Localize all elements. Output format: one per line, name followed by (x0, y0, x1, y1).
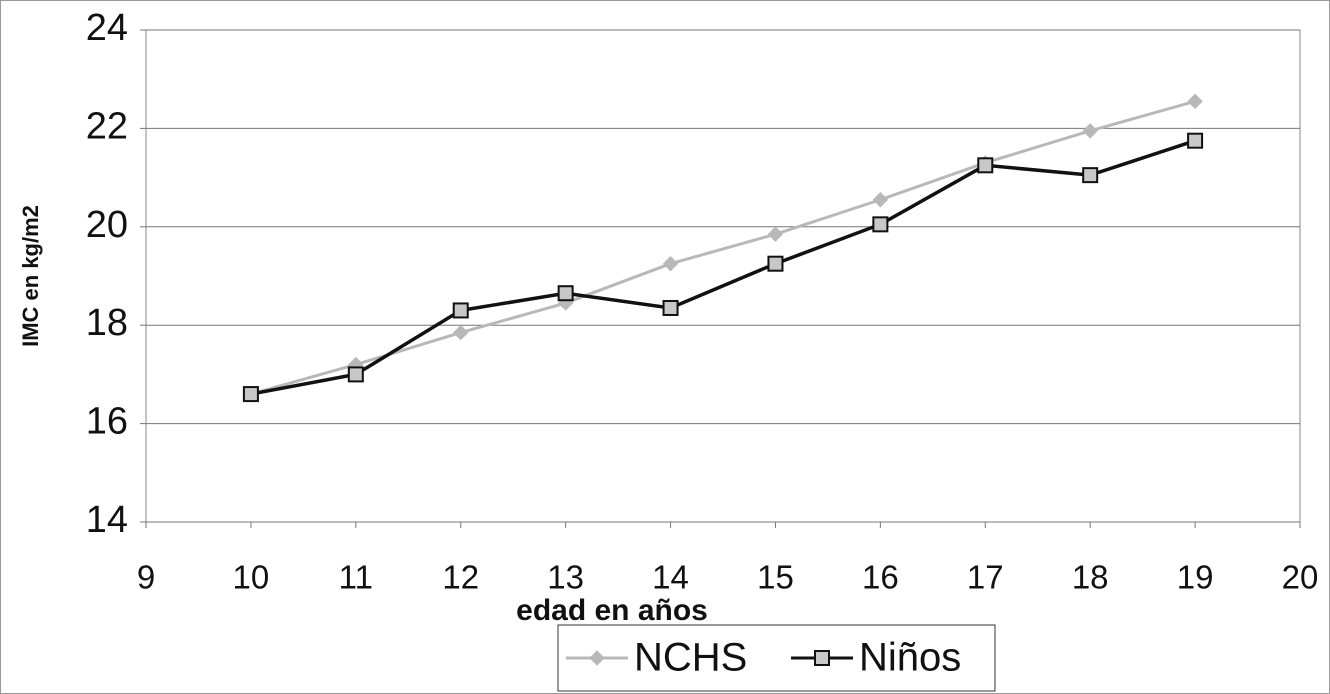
x-tick-label: 16 (862, 559, 899, 596)
legend-label: NCHS (634, 636, 747, 680)
data-point (977, 157, 994, 174)
data-point (1082, 123, 1098, 139)
x-tick-label: 15 (757, 559, 794, 596)
legend-box (557, 624, 996, 692)
data-point (872, 216, 889, 233)
x-tick-label: 17 (967, 559, 1004, 596)
data-point (872, 192, 889, 208)
y-tick-label: 18 (86, 302, 128, 344)
data-point (347, 366, 364, 383)
x-tick-label: 11 (339, 559, 373, 596)
data-point (1082, 167, 1099, 184)
data-point (767, 226, 784, 242)
legend-marker (814, 650, 830, 666)
data-point (452, 302, 469, 319)
data-point (242, 386, 259, 403)
y-tick-label: 14 (86, 499, 128, 541)
data-point (557, 285, 574, 302)
legend-marker (589, 650, 605, 666)
x-tick-label: 12 (442, 559, 479, 596)
x-tick-label: 9 (137, 559, 155, 596)
x-tick-label: 20 (1282, 559, 1319, 596)
data-point (1187, 132, 1204, 149)
y-tick-label: 20 (86, 204, 128, 246)
data-point (1187, 93, 1203, 110)
y-tick-label: 16 (86, 401, 128, 443)
data-point (453, 324, 469, 341)
legend-label: Niños (859, 636, 961, 680)
y-tick-label: 22 (86, 105, 128, 147)
x-tick-label: 18 (1072, 559, 1109, 596)
y-axis-title: IMC en kg/m2 (18, 205, 43, 347)
x-tick-label: 19 (1177, 559, 1214, 596)
x-axis-title: edad en años (516, 594, 708, 627)
x-tick-label: 14 (652, 559, 689, 596)
data-point (767, 255, 784, 272)
x-tick-label: 10 (233, 559, 270, 596)
data-point (662, 299, 679, 316)
series-line (250, 99, 1196, 396)
series-line (250, 139, 1196, 396)
x-tick-label: 13 (547, 559, 584, 596)
data-point (662, 255, 679, 272)
y-tick-label: 24 (86, 7, 128, 49)
